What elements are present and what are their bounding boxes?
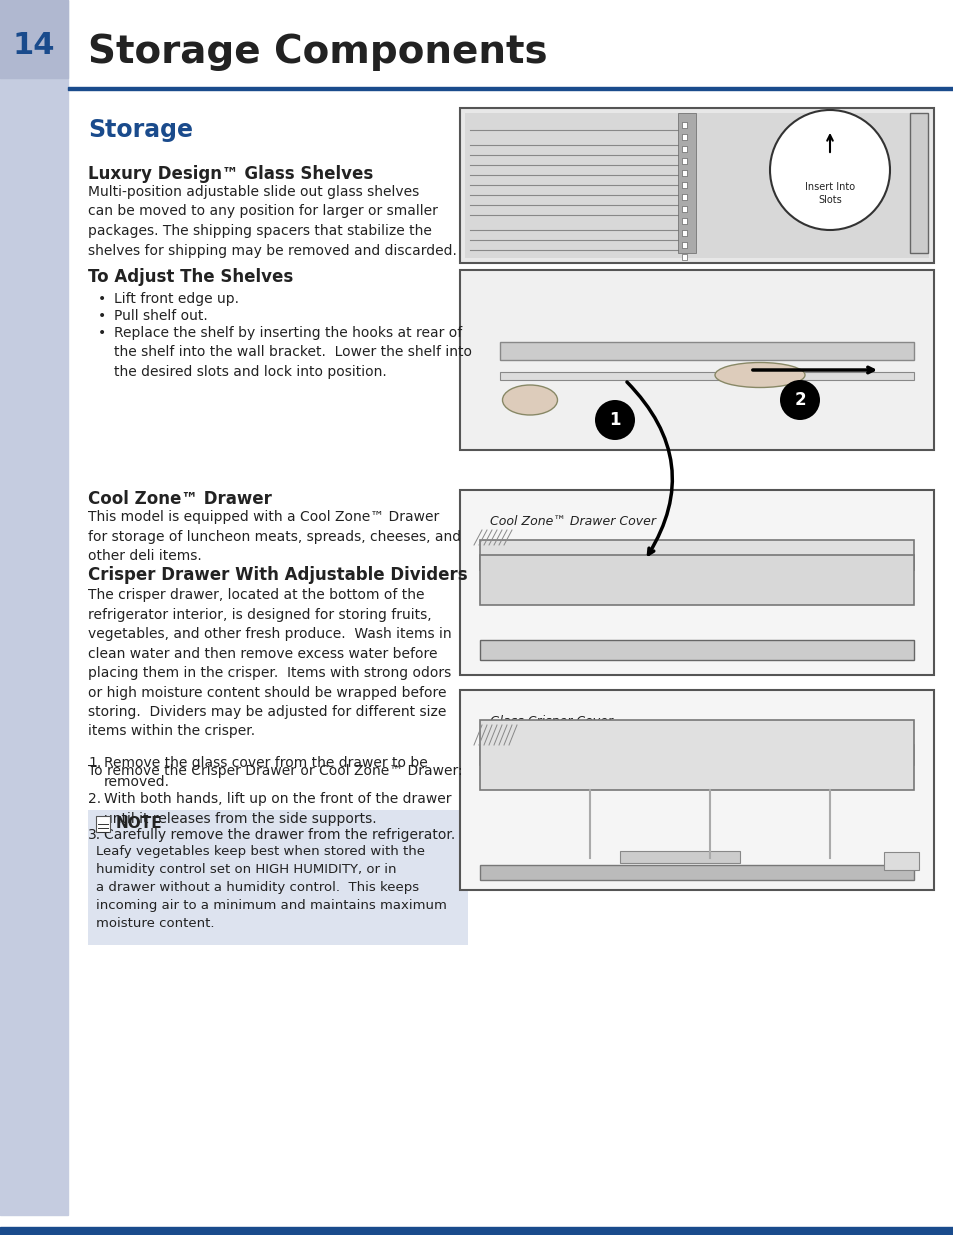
Text: Cool Zone™ Drawer: Cool Zone™ Drawer	[88, 490, 272, 508]
Text: This model is equipped with a Cool Zone™ Drawer
for storage of luncheon meats, s: This model is equipped with a Cool Zone™…	[88, 510, 460, 563]
Bar	[459, 690, 933, 890]
Bar	[459, 107, 933, 263]
Bar	[681, 242, 686, 248]
Text: Replace the shelf by inserting the hooks at rear of
the shelf into the wall brac: Replace the shelf by inserting the hooks…	[113, 326, 472, 379]
Text: 2: 2	[793, 391, 805, 409]
Bar	[0, 0, 68, 78]
Bar	[681, 230, 686, 236]
Bar	[479, 864, 913, 881]
Bar	[883, 852, 918, 869]
Text: •: •	[98, 309, 106, 324]
Text: 1.: 1.	[88, 756, 101, 769]
Text: •: •	[98, 326, 106, 340]
Bar	[499, 342, 913, 359]
Text: 2.: 2.	[88, 792, 101, 806]
Bar	[479, 540, 913, 571]
Circle shape	[780, 380, 820, 420]
Text: Remove the glass cover from the drawer to be
removed.: Remove the glass cover from the drawer t…	[104, 756, 427, 789]
Bar	[459, 490, 933, 676]
Ellipse shape	[714, 363, 804, 388]
Bar	[68, 86, 953, 90]
Text: Insert Into
Slots: Insert Into Slots	[804, 182, 854, 205]
Bar	[619, 851, 740, 863]
Text: Pull shelf out.: Pull shelf out.	[113, 309, 208, 324]
Text: With both hands, lift up on the front of the drawer
until it releases from the s: With both hands, lift up on the front of…	[104, 792, 451, 825]
Bar	[0, 1228, 953, 1235]
Text: Multi-position adjustable slide out glass shelves
can be moved to any position f: Multi-position adjustable slide out glas…	[88, 185, 456, 258]
Bar	[479, 745, 913, 764]
Bar	[678, 112, 696, 253]
Text: Crisper Drawer With Adjustable Dividers: Crisper Drawer With Adjustable Dividers	[88, 566, 467, 584]
Bar	[909, 112, 927, 253]
Text: The crisper drawer, located at the bottom of the
refrigerator interior, is desig: The crisper drawer, located at the botto…	[88, 588, 462, 778]
Bar	[0, 0, 68, 1215]
Text: Leafy vegetables keep best when stored with the
humidity control set on HIGH HUM: Leafy vegetables keep best when stored w…	[96, 845, 446, 930]
Text: NOTE: NOTE	[116, 815, 162, 830]
Text: Luxury Design™ Glass Shelves: Luxury Design™ Glass Shelves	[88, 165, 373, 183]
Bar	[681, 122, 686, 128]
Bar	[681, 146, 686, 152]
Text: Lift front edge up.: Lift front edge up.	[113, 291, 239, 306]
Ellipse shape	[502, 385, 557, 415]
Text: Storage: Storage	[88, 119, 193, 142]
Text: To Adjust The Shelves: To Adjust The Shelves	[88, 268, 293, 287]
Text: 1: 1	[609, 411, 620, 429]
Circle shape	[595, 400, 635, 440]
Bar	[681, 219, 686, 224]
Text: 3.: 3.	[88, 827, 101, 842]
Bar	[681, 182, 686, 188]
Bar	[681, 206, 686, 212]
Bar	[96, 816, 110, 832]
Text: Storage Components: Storage Components	[88, 33, 547, 70]
Bar	[681, 158, 686, 164]
Text: Carefully remove the drawer from the refrigerator.: Carefully remove the drawer from the ref…	[104, 827, 455, 842]
Text: Glass Crisper Cover: Glass Crisper Cover	[490, 715, 613, 727]
Text: •: •	[98, 291, 106, 306]
Bar	[459, 270, 933, 450]
Bar	[499, 372, 913, 380]
Bar	[479, 640, 913, 659]
Bar	[681, 254, 686, 261]
Bar	[479, 555, 913, 605]
Text: Cool Zone™ Drawer Cover: Cool Zone™ Drawer Cover	[490, 515, 656, 529]
Bar	[681, 194, 686, 200]
Bar	[88, 810, 468, 945]
Bar	[681, 170, 686, 177]
Bar	[479, 720, 913, 790]
Bar	[681, 135, 686, 140]
Circle shape	[769, 110, 889, 230]
Bar	[464, 112, 928, 258]
Text: 14: 14	[12, 31, 55, 59]
